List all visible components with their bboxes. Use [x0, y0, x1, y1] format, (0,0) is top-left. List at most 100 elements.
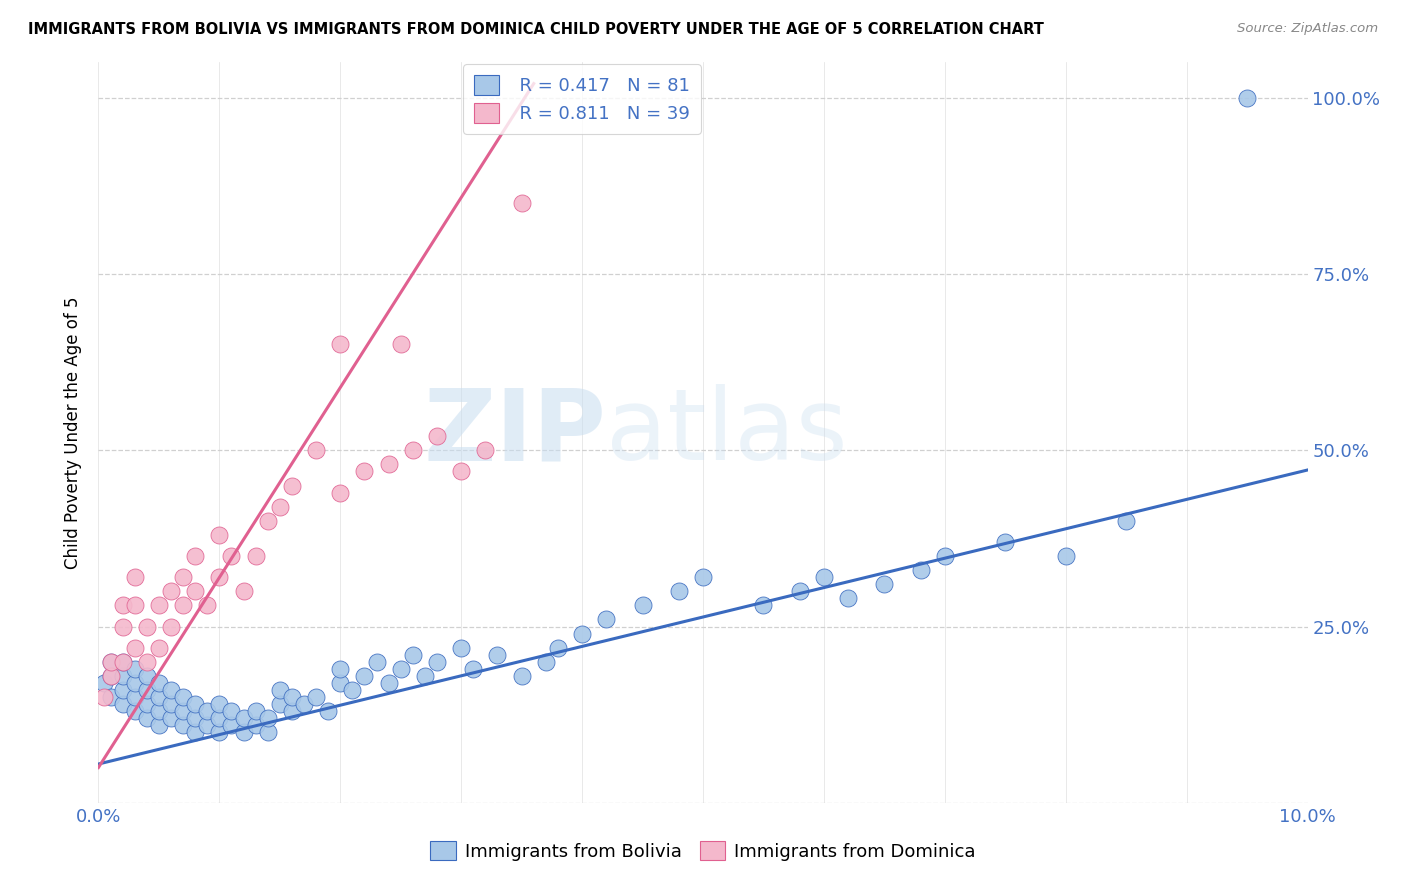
Point [305, 690, 328, 704]
Point [208, 725, 231, 739]
Point [100, 669, 122, 683]
Point [510, 196, 533, 211]
Point [1236, 91, 1258, 105]
Point [208, 697, 231, 711]
Point [172, 704, 194, 718]
Point [135, 619, 157, 633]
Point [111, 599, 134, 613]
Point [195, 704, 218, 718]
Point [631, 599, 654, 613]
Point [93, 676, 115, 690]
Point [245, 718, 267, 732]
Point [172, 718, 194, 732]
Point [994, 535, 1017, 549]
Point [256, 514, 278, 528]
Legend: Immigrants from Bolivia, Immigrants from Dominica: Immigrants from Bolivia, Immigrants from… [423, 833, 983, 868]
Point [100, 669, 122, 683]
Point [486, 648, 509, 662]
Point [329, 485, 352, 500]
Point [135, 655, 157, 669]
Point [281, 690, 304, 704]
Point [184, 549, 207, 563]
Point [547, 640, 569, 655]
Point [135, 711, 157, 725]
Y-axis label: Child Poverty Under the Age of 5: Child Poverty Under the Age of 5 [65, 296, 83, 569]
Point [305, 443, 328, 458]
Point [377, 458, 399, 472]
Point [172, 570, 194, 584]
Point [100, 655, 122, 669]
Point [450, 640, 472, 655]
Point [463, 662, 485, 676]
Point [160, 619, 183, 633]
Point [124, 676, 146, 690]
Point [316, 704, 339, 718]
Point [329, 676, 352, 690]
Point [402, 443, 425, 458]
Point [208, 570, 231, 584]
Text: ZIP: ZIP [423, 384, 606, 481]
Point [366, 655, 388, 669]
Point [353, 669, 375, 683]
Text: atlas: atlas [606, 384, 848, 481]
Point [221, 549, 243, 563]
Point [377, 676, 399, 690]
Point [184, 584, 207, 599]
Point [100, 690, 122, 704]
Point [124, 690, 146, 704]
Point [269, 683, 291, 698]
Point [245, 549, 267, 563]
Point [245, 704, 267, 718]
Point [160, 711, 183, 725]
Point [135, 669, 157, 683]
Point [232, 725, 254, 739]
Point [353, 464, 375, 478]
Point [837, 591, 859, 606]
Point [232, 584, 254, 599]
Point [208, 528, 231, 542]
Point [668, 584, 690, 599]
Point [172, 690, 194, 704]
Point [208, 711, 231, 725]
Point [329, 337, 352, 351]
Point [93, 690, 115, 704]
Point [426, 655, 449, 669]
Point [281, 704, 304, 718]
Point [124, 599, 146, 613]
Point [111, 697, 134, 711]
Text: Source: ZipAtlas.com: Source: ZipAtlas.com [1237, 22, 1378, 36]
Point [1115, 514, 1137, 528]
Point [111, 655, 134, 669]
Point [135, 683, 157, 698]
Point [195, 599, 218, 613]
Point [124, 570, 146, 584]
Point [111, 655, 134, 669]
Point [184, 697, 207, 711]
Point [595, 612, 617, 626]
Point [450, 464, 472, 478]
Point [256, 711, 278, 725]
Point [148, 676, 170, 690]
Point [402, 648, 425, 662]
Point [124, 640, 146, 655]
Point [184, 725, 207, 739]
Point [329, 662, 352, 676]
Point [813, 570, 835, 584]
Point [148, 718, 170, 732]
Point [160, 697, 183, 711]
Point [474, 443, 496, 458]
Point [692, 570, 714, 584]
Point [389, 662, 412, 676]
Point [342, 683, 364, 698]
Point [148, 640, 170, 655]
Point [124, 662, 146, 676]
Point [571, 626, 593, 640]
Point [873, 577, 896, 591]
Point [256, 725, 278, 739]
Point [269, 697, 291, 711]
Point [135, 697, 157, 711]
Point [221, 704, 243, 718]
Point [426, 429, 449, 443]
Point [111, 669, 134, 683]
Point [160, 584, 183, 599]
